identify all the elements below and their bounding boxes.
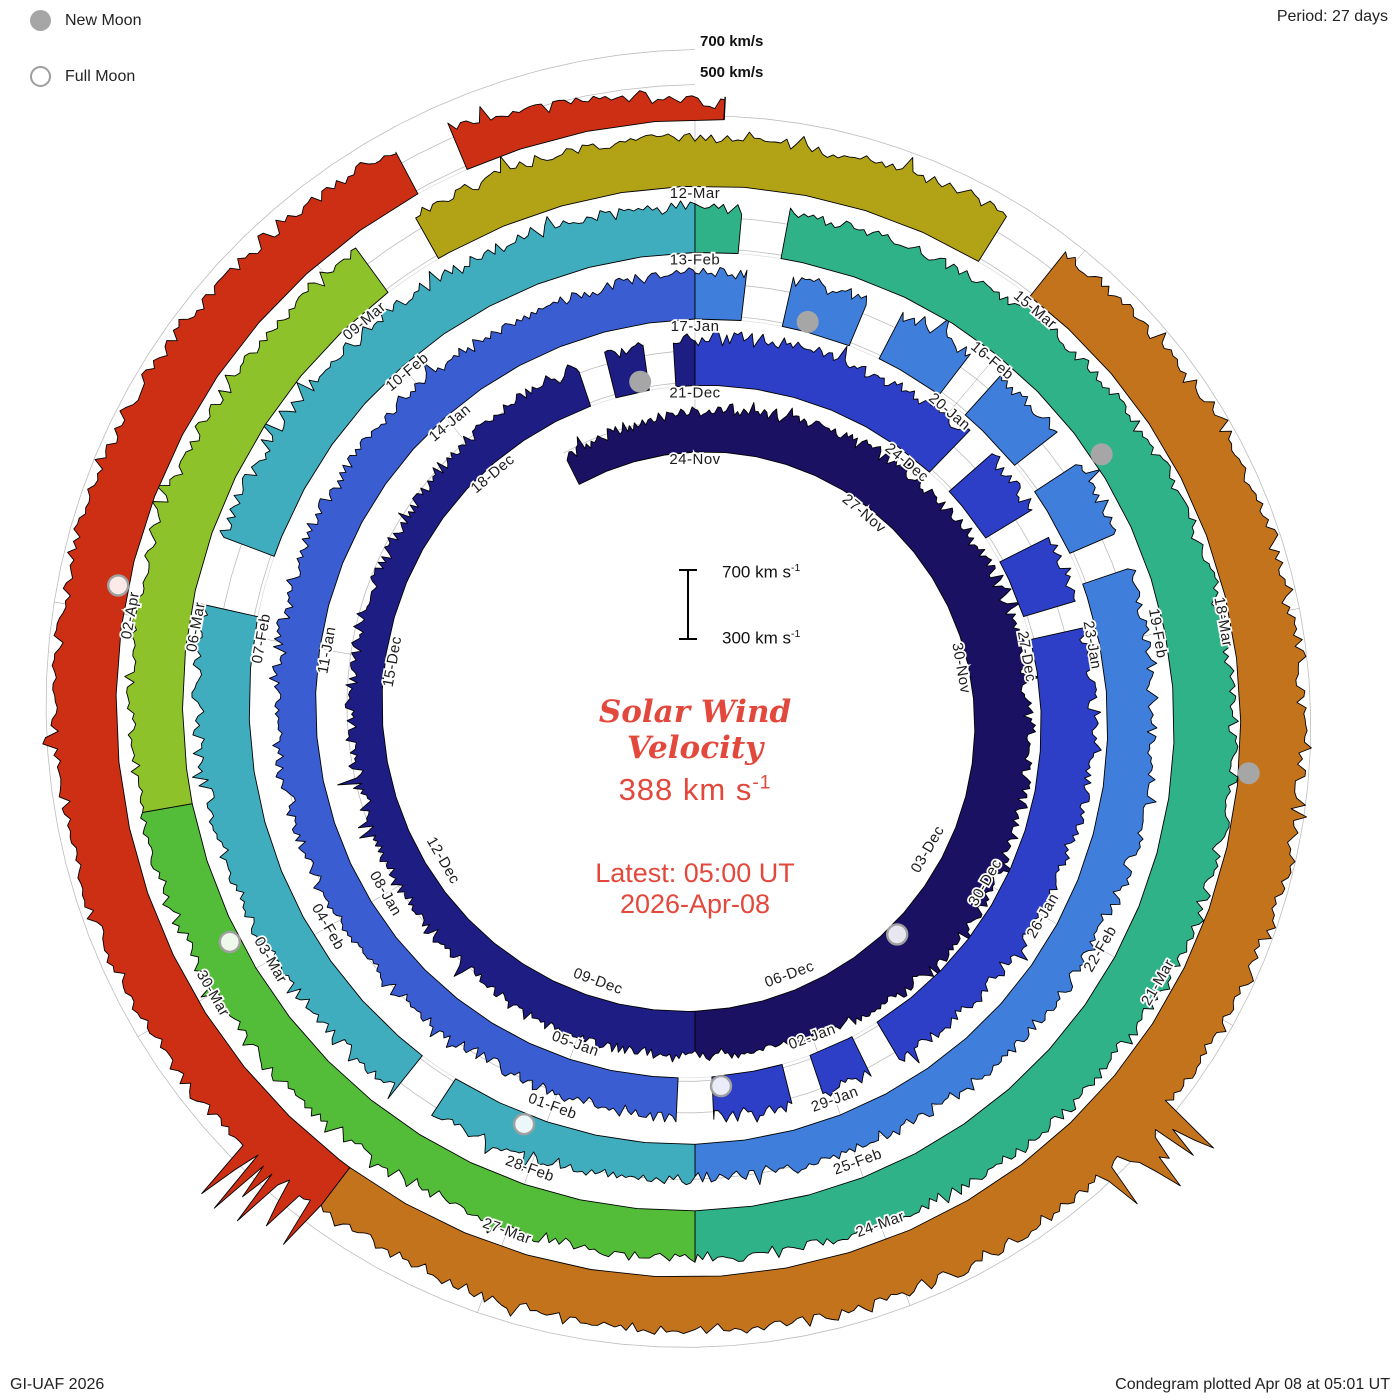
scale-bar (687, 570, 689, 640)
velocity-band-segment (191, 603, 423, 1100)
velocity-band-segment (1034, 464, 1117, 554)
velocity-band-segment (42, 151, 419, 1245)
credit-label: GI-UAF 2026 (10, 1376, 105, 1393)
velocity-band-segment (566, 402, 1040, 1061)
scale-top-label: 700 km s-1 (722, 562, 800, 583)
new-moon-marker (1237, 762, 1260, 785)
date-tick-label: 21-Dec (669, 385, 720, 402)
velocity-band-segment (337, 364, 696, 1063)
velocity-band-segment (711, 1064, 793, 1123)
new-moon-marker (1090, 443, 1113, 466)
full-moon-marker (709, 1074, 733, 1098)
scale-top-sup: -1 (790, 562, 801, 574)
legend-full-moon: Full Moon (30, 66, 135, 87)
new-moon-icon (30, 10, 51, 31)
period-label: Period: 27 days (1276, 8, 1388, 25)
full-moon-marker (512, 1112, 536, 1136)
velocity-band-segment (672, 333, 696, 388)
scale-top-text: 700 km s (722, 562, 791, 582)
date-tick-label: 12-Mar (670, 185, 721, 202)
velocity-band-segment (964, 373, 1058, 466)
velocity-band-segment (809, 1036, 872, 1097)
plot-title: Solar Wind Velocity (455, 694, 935, 766)
full-moon-icon (30, 66, 51, 87)
velocity-band-segment (694, 568, 1159, 1186)
velocity-band-segment (948, 453, 1033, 539)
plot-title-line2: Velocity (626, 730, 764, 766)
legend-new-moon-label: New Moon (65, 11, 142, 29)
latest-velocity-sup: -1 (752, 772, 772, 794)
legend-full-moon-label: Full Moon (65, 67, 136, 85)
new-moon-marker (629, 370, 652, 393)
scale-bottom-label: 300 km s-1 (722, 628, 800, 649)
gridline-500-label: 500 km/s (700, 64, 764, 81)
velocity-band-segment (878, 311, 971, 396)
velocity-band-segment (694, 203, 743, 254)
velocity-band-segment (268, 267, 696, 1123)
date-tick-label: 13-Feb (670, 252, 721, 269)
velocity-band-segment (999, 536, 1076, 618)
velocity-band-segment (876, 627, 1102, 1064)
velocity-band-segment (431, 1078, 696, 1186)
velocity-band-segment (140, 803, 696, 1263)
scale-bottom-sup: -1 (790, 628, 801, 640)
velocity-band-segment (447, 90, 726, 170)
legend-new-moon: New Moon (30, 10, 141, 31)
latest-velocity-value: 388 km s-1 (455, 772, 935, 808)
date-tick-label: 17-Jan (671, 318, 720, 335)
plotted-timestamp-label: Condegram plotted Apr 08 at 05:01 UT (1115, 1376, 1390, 1393)
velocity-band-segment (124, 247, 389, 813)
velocity-band-segment (219, 200, 696, 557)
latest-time-line: Latest: 05:00 UT (595, 858, 795, 888)
latest-velocity-text: 388 km s (618, 772, 753, 807)
velocity-band-segment (694, 207, 1239, 1263)
date-tick-label: 24-Nov (669, 451, 720, 468)
date-tick-line (954, 352, 1000, 407)
velocity-band-segment (694, 266, 748, 321)
full-moon-marker (218, 930, 242, 954)
new-moon-marker (796, 310, 819, 333)
scale-bar-bottom-cap (679, 638, 697, 640)
velocity-band-segment (694, 325, 971, 473)
velocity-band-segment (320, 251, 1312, 1335)
latest-timestamp: Latest: 05:00 UT 2026-Apr-08 (455, 858, 935, 920)
gridline-700-label: 700 km/s (700, 33, 764, 50)
plot-title-line1: Solar Wind (598, 694, 792, 730)
full-moon-marker (886, 923, 909, 946)
velocity-band-segment (781, 276, 868, 347)
latest-date-line: 2026-Apr-08 (619, 889, 771, 919)
data-end-cap (723, 96, 726, 120)
velocity-band-segment (415, 131, 1007, 262)
scale-bar-top-cap (679, 569, 697, 571)
full-moon-marker (106, 574, 130, 597)
scale-bottom-text: 300 km s (722, 628, 791, 648)
